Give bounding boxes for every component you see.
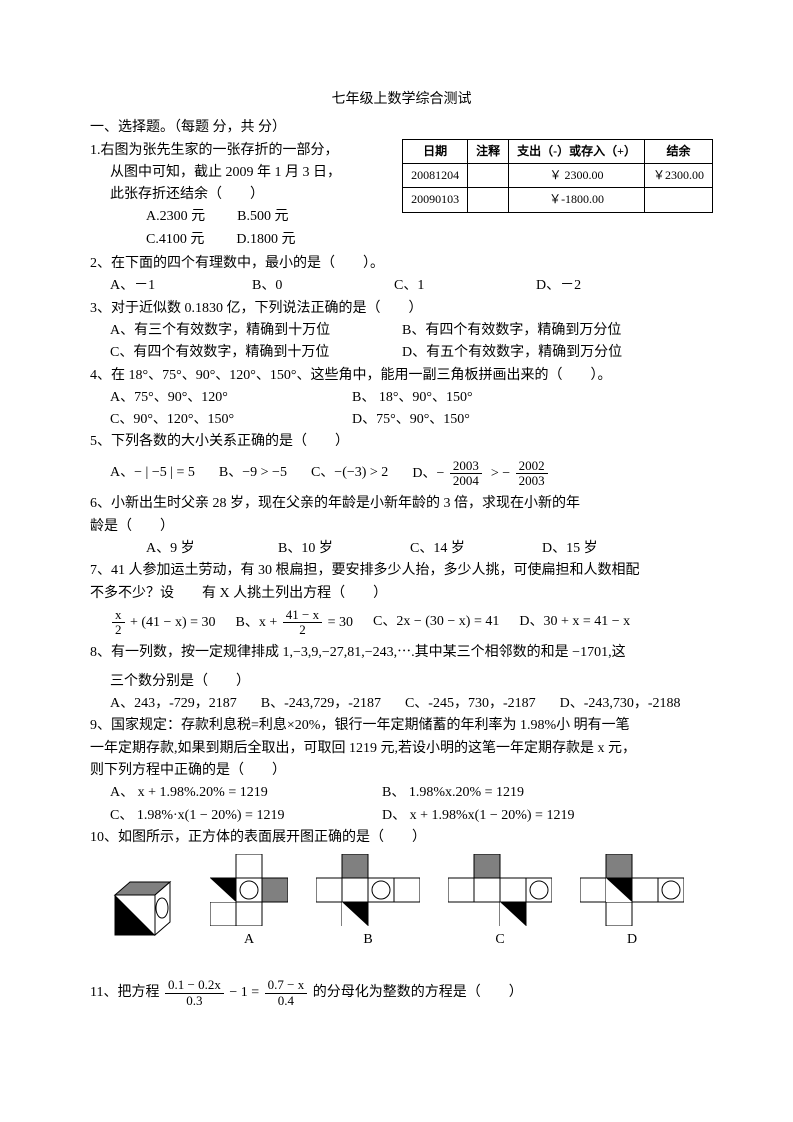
q2-B: B、0 — [252, 276, 362, 296]
cell-r2c1: 20090103 — [403, 188, 468, 212]
q8-stem1: 8、有一列数，按一定规律排成 1,−3,9,−27,81,−243,⋯.其中某三… — [90, 643, 713, 663]
q1-B: B.500 元 — [237, 207, 288, 227]
q2-A: A、－1 — [110, 276, 220, 296]
q9-row1: A、 x + 1.98%.20% = 1219 B、 1.98%x.20% = … — [90, 783, 713, 803]
q7-C: C、2x − (30 − x) = 41 — [373, 612, 499, 632]
q1-A: A.2300 元 — [146, 207, 205, 227]
cell-r2c3: ￥-1800.00 — [509, 188, 645, 212]
q6-opts: A、9 岁 B、10 岁 C、14 岁 D、15 岁 — [90, 539, 713, 559]
net-d-icon — [580, 854, 684, 926]
cell-r1c2 — [468, 163, 509, 187]
q1-D: D.1800 元 — [236, 230, 295, 250]
q10-label-D: D — [580, 930, 684, 950]
q9-C: C、 1.98%·x(1 − 20%) = 1219 — [110, 806, 350, 826]
net-a-icon — [210, 854, 288, 926]
q3-row2: C、有四个有效数字，精确到十万位 D、有五个有效数字，精确到万分位 — [90, 343, 713, 363]
th-date: 日期 — [403, 139, 468, 163]
q2-D: D、－2 — [536, 276, 581, 296]
q1-C: C.4100 元 — [146, 230, 204, 250]
q9-row2: C、 1.98%·x(1 − 20%) = 1219 D、 x + 1.98%x… — [90, 806, 713, 826]
q10-cube — [100, 880, 182, 950]
q6-B: B、10 岁 — [278, 539, 378, 559]
q6-A: A、9 岁 — [146, 539, 246, 559]
q6-C: C、14 岁 — [410, 539, 510, 559]
section-header: 一、选择题。（每题 分，共 分） — [90, 118, 713, 138]
q8-B: B、-243,729，-2187 — [261, 694, 381, 714]
q10-net-A: A — [210, 854, 288, 950]
cell-r2c2 — [468, 188, 509, 212]
q7-stem1: 7、41 人参加运土劳动，有 30 根扁担，要安排多少人抬，多少人挑，可使扁担和… — [90, 561, 713, 581]
net-b-icon — [316, 854, 420, 926]
q1-opts-row1: A.2300 元 B.500 元 — [90, 207, 394, 227]
cell-r1c1: 20081204 — [403, 163, 468, 187]
q10-net-B: B — [316, 854, 420, 950]
q1-opts-row2: C.4100 元 D.1800 元 — [90, 230, 713, 250]
q7-opts: x2 + (41 − x) = 30 B、x + 41 − x2 = 30 C、… — [90, 608, 713, 638]
q7-stem2: 不多不少？设 有 X 人挑土列出方程（ ） — [90, 584, 713, 604]
q5-opts: A、− | −5 | = 5 B、−9 > −5 C、−(−3) > 2 D、−… — [90, 459, 713, 489]
th-note: 注释 — [468, 139, 509, 163]
q5-B: B、−9 > −5 — [219, 463, 287, 483]
q4-row2: C、90°、120°、150° D、75°、90°、150° — [90, 410, 713, 430]
q10-stem: 10、如图所示，正方体的表面展开图正确的是（ ） — [90, 828, 713, 848]
q4-stem: 4、在 18°、75°、90°、120°、150°、这些角中，能用一副三角板拼画… — [90, 366, 713, 386]
q9-B: B、 1.98%x.20% = 1219 — [382, 783, 524, 803]
th-balance: 结余 — [644, 139, 712, 163]
q9-stem3: 则下列方程中正确的是（ ） — [90, 761, 713, 781]
q10-label-A: A — [210, 930, 288, 950]
q3-A: A、有三个有效数字，精确到十万位 — [110, 321, 370, 341]
q10-label-C: C — [448, 930, 552, 950]
q8-stem2: 三个数分别是（ ） — [90, 672, 713, 692]
q8-opts: A、243，-729，2187 B、-243,729，-2187 C、-245，… — [90, 694, 713, 714]
q7-B: B、x + 41 − x2 = 30 — [236, 608, 354, 638]
q8-C: C、-245，730，-2187 — [405, 694, 536, 714]
q3-B: B、有四个有效数字，精确到万分位 — [402, 321, 621, 341]
q4-B: B、 18°、90°、150° — [352, 388, 473, 408]
q11: 11、把方程 0.1 − 0.2x0.3 − 1 = 0.7 − x0.4 的分… — [90, 978, 713, 1008]
q4-C: C、90°、120°、150° — [110, 410, 320, 430]
q10-label-B: B — [316, 930, 420, 950]
q4-D: D、75°、90°、150° — [352, 410, 470, 430]
page-title: 七年级上数学综合测试 — [90, 90, 713, 110]
q3-C: C、有四个有效数字，精确到十万位 — [110, 343, 370, 363]
q5-D: D、− 20032004 > − 20022003 — [412, 459, 549, 489]
net-c-icon — [448, 854, 552, 926]
bankbook-table: 日期 注释 支出（-）或存入（+） 结余 20081204 ￥ 2300.00 … — [402, 139, 713, 213]
q5-A: A、− | −5 | = 5 — [110, 463, 195, 483]
q9-D: D、 x + 1.98%x(1 − 20%) = 1219 — [382, 806, 574, 826]
q2-stem: 2、在下面的四个有理数中，最小的是（ ）。 — [90, 254, 713, 274]
cube-icon — [100, 880, 182, 950]
q9-A: A、 x + 1.98%.20% = 1219 — [110, 783, 350, 803]
q6-stem1: 6、小新出生时父亲 28 岁，现在父亲的年龄是小新年龄的 3 倍，求现在小新的年 — [90, 494, 713, 514]
q4-A: A、75°、90°、120° — [110, 388, 320, 408]
th-inout: 支出（-）或存入（+） — [509, 139, 645, 163]
cell-r1c3: ￥ 2300.00 — [509, 163, 645, 187]
q9-stem2: 一年定期存款,如果到期后全取出，可取回 1219 元,若设小明的这笔一年定期存款… — [90, 739, 713, 759]
q8-A: A、243，-729，2187 — [110, 694, 237, 714]
q2-opts: A、－1 B、0 C、1 D、－2 — [90, 276, 713, 296]
cell-r1c4: ￥2300.00 — [644, 163, 712, 187]
cell-r2c4 — [644, 188, 712, 212]
q6-stem2: 龄是（ ） — [90, 517, 713, 537]
q7-A: x2 + (41 − x) = 30 — [110, 608, 216, 638]
q10-net-C: C — [448, 854, 552, 950]
q8-D: D、-243,730，-2188 — [560, 694, 681, 714]
q3-stem: 3、对于近似数 0.1830 亿，下列说法正确的是（ ） — [90, 299, 713, 319]
q3-row1: A、有三个有效数字，精确到十万位 B、有四个有效数字，精确到万分位 — [90, 321, 713, 341]
q5-C: C、−(−3) > 2 — [311, 463, 388, 483]
q2-C: C、1 — [394, 276, 504, 296]
q7-D: D、30 + x = 41 − x — [519, 612, 630, 632]
q10-net-D: D — [580, 854, 684, 950]
q4-row1: A、75°、90°、120° B、 18°、90°、150° — [90, 388, 713, 408]
q10-figures: A B — [100, 854, 713, 950]
q3-D: D、有五个有效数字，精确到万分位 — [402, 343, 622, 363]
q6-D: D、15 岁 — [542, 539, 598, 559]
q5-stem: 5、下列各数的大小关系正确的是（ ） — [90, 432, 713, 452]
q9-stem1: 9、国家规定：存款利息税=利息×20%，银行一年定期储蓄的年利率为 1.98%小… — [90, 716, 713, 736]
